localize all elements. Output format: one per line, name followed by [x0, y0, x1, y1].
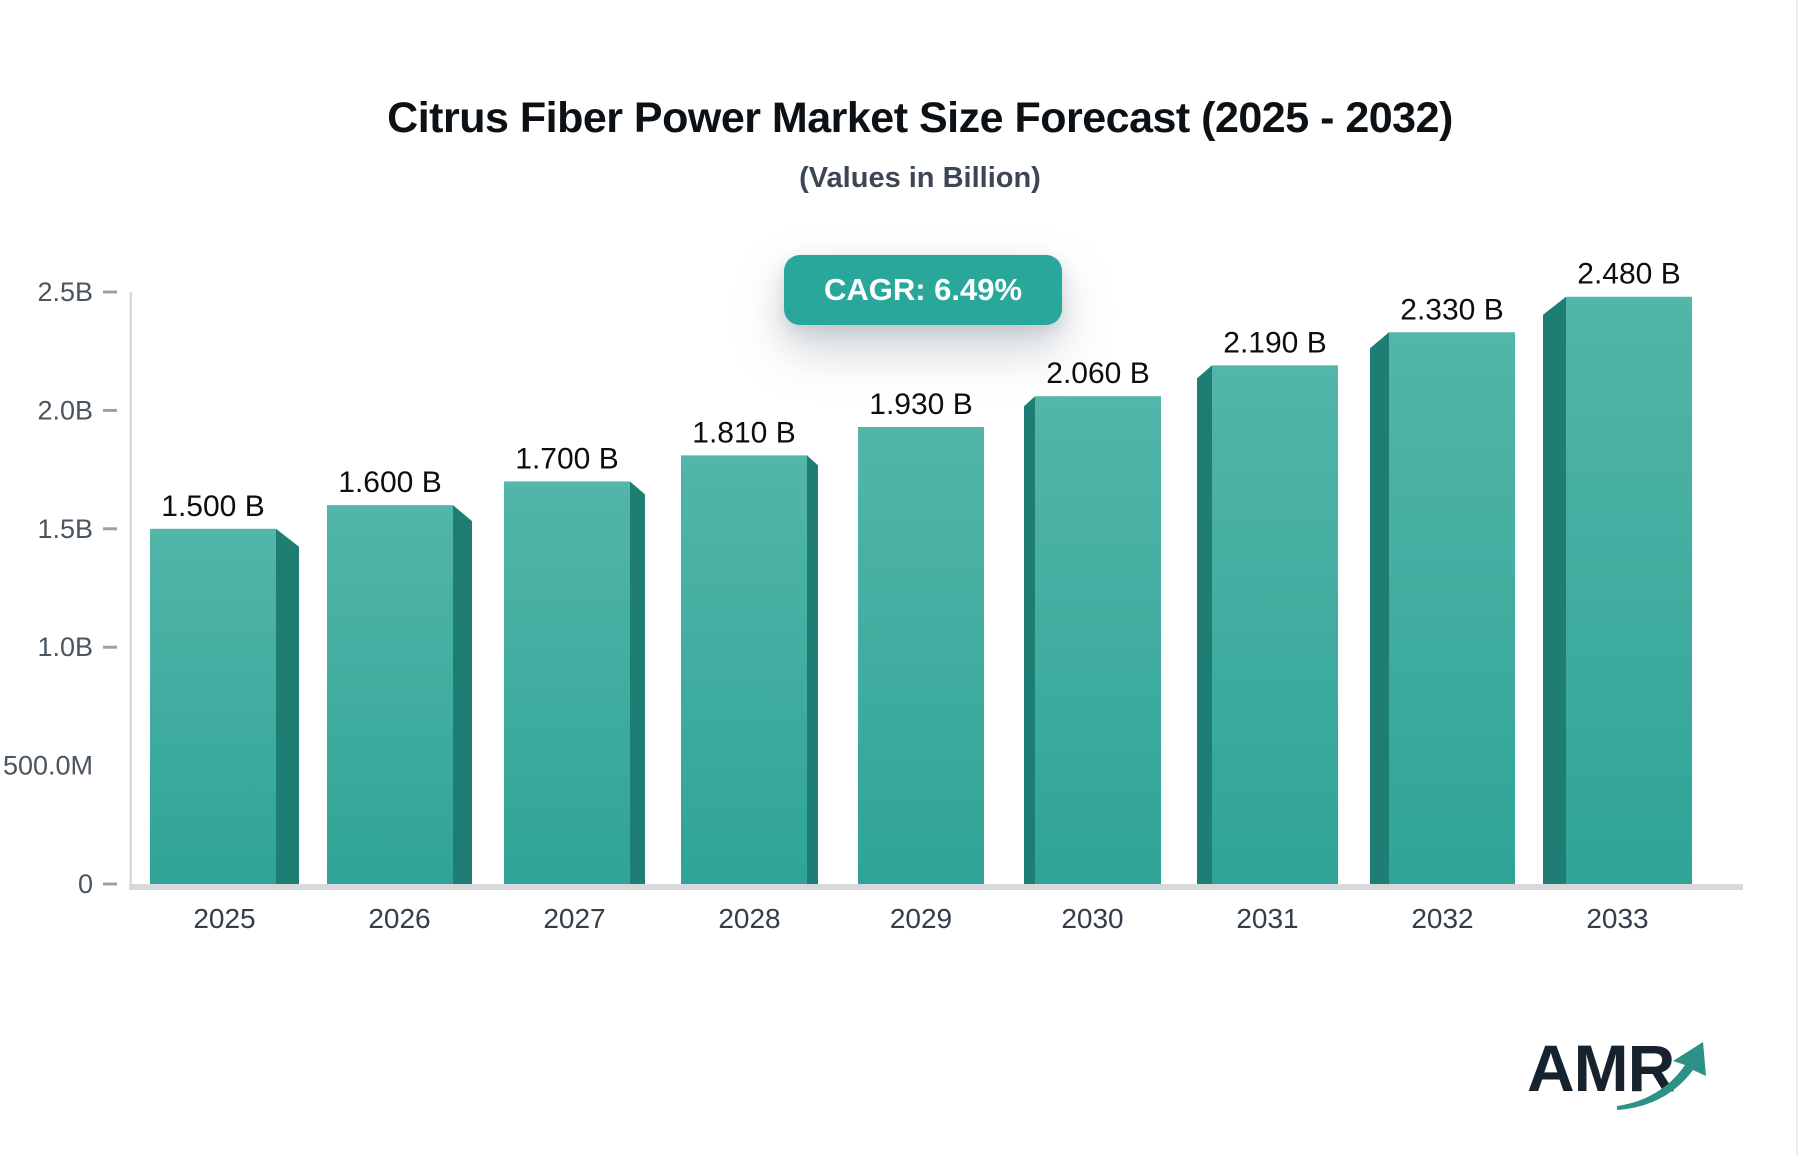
growth-arrow-icon	[1617, 1042, 1706, 1110]
bar	[1566, 296, 1692, 885]
y-axis-line	[129, 292, 132, 884]
x-axis-label: 2027	[543, 903, 605, 934]
page-edge-divider	[1796, 0, 1798, 1156]
page-title: Citrus Fiber Power Market Size Forecast …	[387, 94, 1453, 142]
y-axis-label: 2.5B	[37, 277, 93, 307]
bar	[681, 455, 807, 884]
y-axis-label: 500.0M	[3, 751, 93, 781]
bar	[1212, 365, 1338, 885]
bar	[504, 481, 630, 884]
bar-value-label: 2.190 B	[1223, 326, 1326, 359]
x-axis-label: 2026	[368, 903, 430, 934]
brand-logo-text: AMR	[1527, 1031, 1675, 1105]
bar-side	[1197, 365, 1212, 885]
x-axis-label: 2030	[1061, 903, 1123, 934]
y-axis-label: 1.5B	[37, 514, 93, 544]
y-axis-label: 1.0B	[37, 632, 93, 662]
bar-side	[1024, 396, 1035, 884]
bar-side	[630, 481, 645, 884]
bar-value-label: 2.060 B	[1046, 357, 1149, 390]
y-axis-tick	[103, 882, 117, 886]
y-axis-label: 2.0B	[37, 395, 93, 425]
x-axis-label: 2031	[1236, 903, 1298, 934]
cagr-badge-label: CAGR: 6.49%	[823, 272, 1023, 307]
bar-side	[276, 528, 299, 884]
bar-value-label: 1.700 B	[515, 442, 618, 475]
y-axis-tick	[103, 408, 117, 412]
y-axis-tick	[103, 527, 117, 531]
brand-logo: AMR	[1527, 1030, 1727, 1120]
bar-value-label: 1.500 B	[161, 490, 264, 523]
x-axis-label: 2028	[718, 903, 780, 934]
bar-value-label: 1.600 B	[338, 466, 441, 499]
x-axis-label: 2032	[1411, 903, 1473, 934]
x-axis-line	[129, 884, 1743, 890]
y-axis-label: 0	[78, 869, 93, 899]
bar-value-label: 1.930 B	[869, 388, 972, 421]
bar	[150, 528, 276, 884]
bar	[1389, 332, 1515, 885]
bar-value-label: 1.810 B	[692, 416, 795, 449]
bar-side	[453, 505, 472, 884]
page-subtitle: (Values in Billion)	[799, 162, 1041, 194]
x-axis-label: 2029	[890, 903, 952, 934]
bar-side	[1543, 296, 1566, 885]
bar-value-label: 2.480 B	[1577, 258, 1680, 291]
bar-side	[807, 455, 818, 884]
bar	[858, 426, 984, 884]
bar-side	[1370, 332, 1389, 885]
bar	[327, 505, 453, 884]
x-axis-label: 2025	[193, 903, 255, 934]
x-axis-label: 2033	[1586, 903, 1648, 934]
y-axis-tick	[103, 290, 117, 294]
cagr-badge: CAGR: 6.49%	[784, 255, 1062, 325]
bar	[1035, 396, 1161, 884]
y-axis-tick	[103, 645, 117, 649]
bar-value-label: 2.330 B	[1400, 293, 1503, 326]
